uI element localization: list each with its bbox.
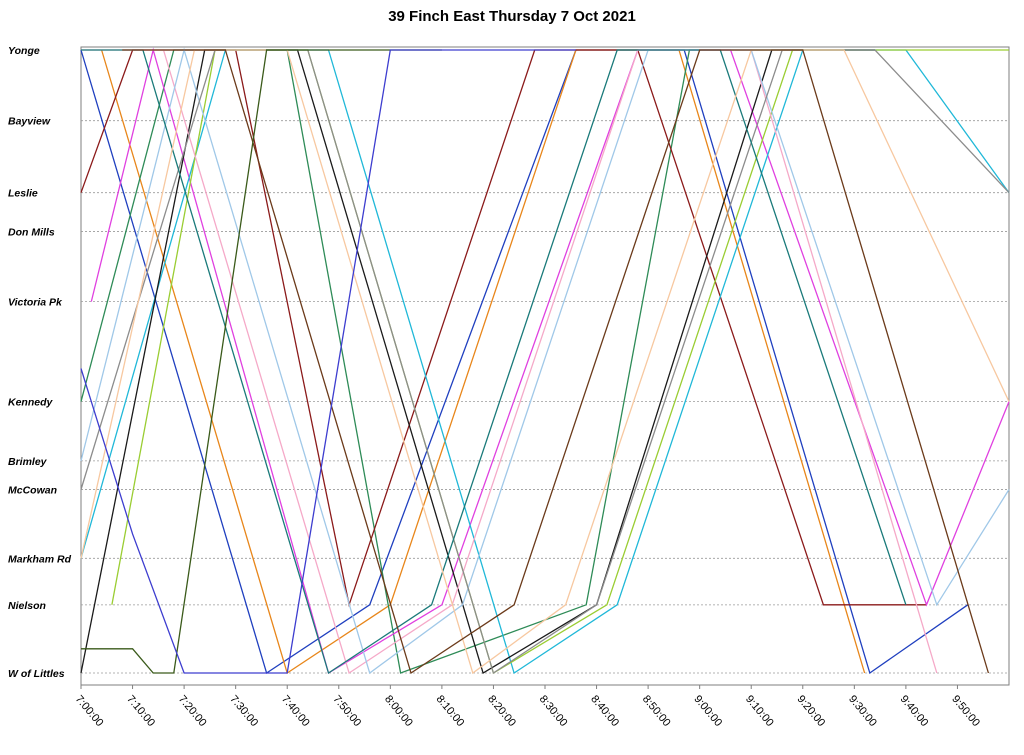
- x-tick-label: 8:20:00: [485, 693, 518, 729]
- x-tick-label: 9:10:00: [743, 693, 776, 729]
- x-tick-label: 7:10:00: [124, 693, 157, 729]
- vehicle-trace-15: [81, 49, 442, 674]
- x-tick-label: 7:30:00: [227, 693, 260, 729]
- vehicle-trace-2: [100, 49, 866, 675]
- stop-label: Victoria Pk: [8, 297, 63, 309]
- x-tick-label: 8:00:00: [382, 693, 415, 729]
- x-tick-label: 9:50:00: [949, 693, 982, 729]
- stop-label: Markham Rd: [8, 553, 72, 565]
- x-tick-label: 8:30:00: [537, 693, 570, 729]
- stop-labels: Yonge Bayview Leslie Don Mills Victoria Pk Ke…: [8, 45, 72, 680]
- stop-label: Brimley: [8, 456, 48, 468]
- vehicle-trace-10: [80, 47, 1010, 675]
- stop-label: McCowan: [8, 485, 57, 497]
- x-tick-label: 9:40:00: [898, 693, 931, 729]
- stop-label: Bayview: [8, 116, 51, 128]
- stop-label: W of Littles: [8, 668, 65, 680]
- stop-label: Leslie: [8, 188, 38, 200]
- x-tick-label: 7:40:00: [279, 693, 312, 729]
- plot-area: [80, 46, 1010, 686]
- chart-title: 39 Finch East Thursday 7 Oct 2021: [388, 8, 636, 25]
- stop-label: Don Mills: [8, 227, 55, 239]
- x-tick-labels: 7:00:00 7:10:00 7:20:00 7:30:00 7:40:00 7:50:…: [73, 685, 982, 729]
- x-tick-label: 7:20:00: [176, 693, 209, 729]
- x-tick-label: 8:40:00: [588, 693, 621, 729]
- stop-label: Yonge: [8, 45, 40, 57]
- stop-label: Nielson: [8, 600, 46, 612]
- x-tick-label: 9:00:00: [691, 693, 724, 729]
- stop-label: Kennedy: [8, 397, 54, 409]
- vehicle-trace-16: [80, 49, 576, 674]
- x-tick-label: 8:50:00: [640, 693, 673, 729]
- x-tick-label: 8:10:00: [434, 693, 467, 729]
- x-tick-label: 7:00:00: [73, 693, 106, 729]
- x-tick-label: 7:50:00: [330, 693, 363, 729]
- vehicle-trace-14: [122, 49, 990, 675]
- x-tick-label: 9:20:00: [794, 693, 827, 729]
- series-layer: [80, 47, 1010, 675]
- x-tick-label: 9:30:00: [846, 693, 879, 729]
- vehicle-trace-5: [90, 47, 1010, 674]
